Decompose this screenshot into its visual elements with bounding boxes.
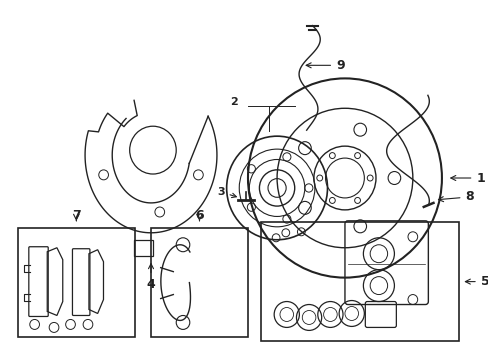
Text: 7: 7 bbox=[72, 210, 81, 222]
Text: 1: 1 bbox=[450, 171, 484, 185]
Text: 8: 8 bbox=[438, 190, 473, 203]
Text: 6: 6 bbox=[195, 210, 203, 222]
Text: 9: 9 bbox=[305, 59, 344, 72]
Text: 3: 3 bbox=[217, 187, 236, 198]
Text: 5: 5 bbox=[465, 275, 488, 288]
Text: 4: 4 bbox=[146, 264, 155, 291]
Text: 2: 2 bbox=[230, 97, 238, 107]
